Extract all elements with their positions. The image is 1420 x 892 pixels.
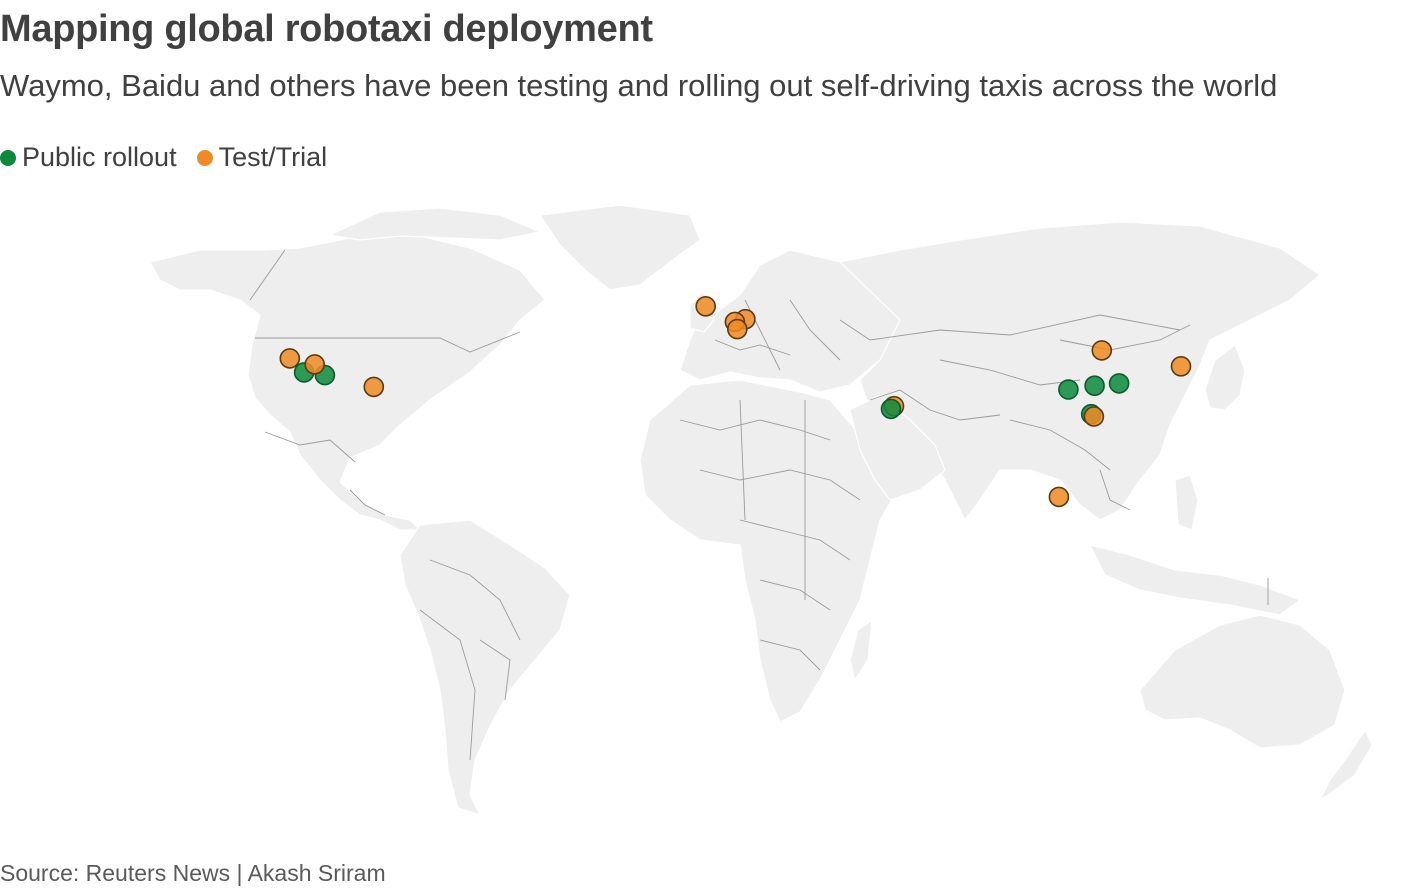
- border-europe-1: [714, 339, 791, 356]
- land-arctic-islands: [327, 207, 543, 241]
- land-greenland: [538, 204, 701, 291]
- border-africa-1: [679, 419, 831, 441]
- legend: Public rollout Test/Trial: [0, 142, 327, 173]
- location-marker-trial[interactable]: [1048, 486, 1070, 508]
- location-marker-public[interactable]: [1084, 375, 1105, 397]
- border-south-america-3: [479, 639, 511, 701]
- public-rollout-swatch: [0, 149, 16, 166]
- border-south-america-2: [419, 609, 476, 761]
- border-africa-3: [739, 519, 851, 561]
- location-marker-trial[interactable]: [363, 376, 385, 398]
- location-marker-trial[interactable]: [1083, 406, 1105, 427]
- land-north-america: [149, 231, 546, 531]
- legend-label-trial: Test/Trial: [218, 142, 328, 172]
- legend-item-public: Public rollout: [0, 142, 177, 173]
- location-marker-trial[interactable]: [279, 348, 301, 369]
- land-new-zealand: [1318, 728, 1373, 802]
- test-trial-swatch: [196, 149, 213, 166]
- land-philippines: [1174, 474, 1199, 531]
- chart-subtitle: Waymo, Baidu and others have been testin…: [0, 68, 1278, 103]
- border-southeast-asia: [1099, 469, 1131, 511]
- location-marker-trial[interactable]: [695, 295, 717, 317]
- land-australia: [1139, 614, 1346, 749]
- land-south-america: [399, 519, 571, 817]
- location-marker-public[interactable]: [880, 398, 902, 420]
- legend-item-trial: Test/Trial: [196, 142, 328, 173]
- location-marker-trial[interactable]: [304, 354, 326, 375]
- legend-label-public: Public rollout: [22, 142, 177, 172]
- location-marker-trial[interactable]: [1091, 340, 1113, 361]
- border-alaska: [249, 249, 286, 301]
- border-europe-3: [789, 299, 841, 361]
- border-middle-east: [869, 389, 1001, 421]
- borders-layer: [249, 249, 1269, 761]
- land-layer: [149, 204, 1373, 817]
- border-africa-2: [699, 469, 861, 501]
- source-note: Source: Reuters News | Akash Sriram: [0, 860, 386, 886]
- border-us-mexico: [264, 431, 356, 463]
- world-map: [149, 204, 1373, 817]
- border-africa-4: [759, 579, 831, 611]
- border-south-america-1: [429, 559, 521, 641]
- border-africa-5: [759, 639, 821, 671]
- land-africa: [639, 379, 906, 723]
- location-marker-public[interactable]: [1058, 379, 1079, 400]
- location-marker-trial[interactable]: [726, 318, 748, 340]
- border-russia: [839, 314, 1181, 341]
- location-marker-trial[interactable]: [1170, 355, 1192, 377]
- markers-layer: [279, 295, 1192, 508]
- border-central-america: [349, 489, 386, 516]
- border-china-india: [1009, 419, 1111, 471]
- border-china-mongolia: [1059, 324, 1191, 351]
- border-us-canada: [255, 331, 521, 353]
- land-indonesia: [1088, 544, 1302, 616]
- border-central-asia: [939, 359, 1081, 386]
- border-africa-6: [739, 399, 746, 521]
- location-marker-public[interactable]: [1108, 373, 1130, 394]
- land-madagascar: [849, 618, 873, 682]
- chart-title: Mapping global robotaxi deployment: [0, 8, 653, 50]
- land-japan: [1204, 344, 1246, 411]
